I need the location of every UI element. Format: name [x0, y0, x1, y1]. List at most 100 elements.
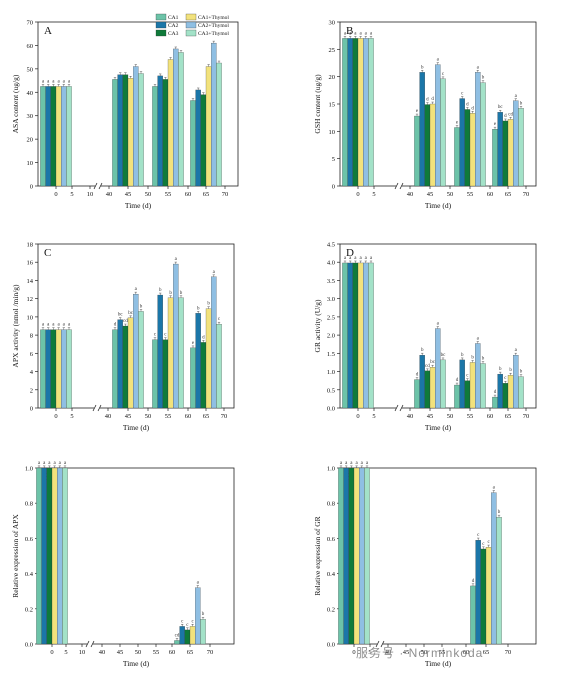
significance-label: e	[192, 341, 195, 346]
bar	[200, 342, 207, 409]
significance-label: b	[140, 304, 143, 309]
bar	[190, 100, 196, 187]
y-tick-label: 0.4	[327, 571, 336, 578]
x-tick-label: 50	[447, 413, 454, 420]
x-tick-label: 40	[99, 649, 106, 656]
panel-d: 0.0 0.5 1.0 1.5 2.0 2.5 3.0 3.5 4.0 4.5 0 5 40 45 50 55…	[313, 242, 537, 432]
y-tick-label: 0.0	[327, 406, 335, 413]
significance-label: d	[416, 373, 419, 378]
bar	[195, 587, 201, 645]
bar	[469, 362, 476, 409]
x-tick-label: 0	[54, 413, 57, 420]
bar	[342, 262, 348, 409]
bar	[112, 329, 118, 409]
significance-label: b	[461, 353, 464, 358]
bar	[162, 339, 169, 409]
significance-label: b	[471, 355, 474, 360]
bar	[480, 82, 486, 187]
bar	[352, 262, 359, 409]
legend-swatch	[155, 29, 167, 37]
x-tick-label: 0	[356, 413, 359, 420]
significance-label: d	[426, 98, 429, 103]
bar	[502, 383, 509, 409]
y-axis-label: APX activity (nmol /min/g)	[11, 284, 20, 368]
x-tick-label: 55	[165, 413, 172, 420]
significance-label: bc	[128, 311, 134, 316]
bar	[475, 343, 481, 409]
significance-label: cd	[175, 633, 180, 638]
significance-label: a	[68, 79, 71, 84]
panel-b: 0 5 10 15 20 25 30 0 5 40 45 50 55 60 65 70 Time (d) GSH …	[313, 20, 537, 210]
significance-label: b	[509, 368, 512, 373]
bar	[205, 308, 212, 409]
bar	[46, 467, 53, 645]
x-tick-label: 45	[427, 191, 434, 198]
bar	[152, 86, 158, 187]
bar	[200, 619, 206, 645]
bar	[61, 86, 67, 187]
legend-swatch	[155, 13, 167, 21]
panel-letter: D	[346, 247, 354, 259]
x-tick-label: 70	[221, 413, 228, 420]
y-tick-label: 3.0	[327, 296, 335, 303]
bar	[492, 396, 498, 409]
x-tick-label: 5	[372, 413, 375, 420]
significance-label: a	[38, 461, 41, 466]
legend-swatch	[155, 21, 167, 29]
legend-label: CA3+Thymol	[198, 31, 229, 37]
significance-label: b	[482, 76, 485, 81]
bar	[216, 324, 222, 409]
bar	[343, 467, 349, 645]
axis-break-mark	[90, 640, 95, 648]
significance-label: a	[361, 461, 364, 466]
bar	[216, 62, 222, 187]
y-tick-label: 3.5	[327, 278, 335, 285]
bar	[178, 52, 184, 187]
x-tick-label: 10	[87, 191, 94, 198]
bar	[152, 339, 158, 409]
bar	[41, 467, 47, 645]
significance-label: b	[482, 357, 485, 362]
bar	[368, 262, 374, 409]
y-tick-label: 10	[329, 129, 336, 136]
x-tick-label: 40	[105, 413, 112, 420]
significance-label: b	[421, 348, 424, 353]
bar	[502, 120, 509, 187]
y-tick-label: 14	[27, 278, 34, 285]
x-tick-label: 5	[368, 649, 371, 656]
x-tick-label: 5	[70, 191, 73, 198]
y-tick-label: 0.0	[327, 642, 335, 649]
bar	[507, 119, 514, 187]
bar	[485, 547, 492, 645]
x-axis-label: Time (d)	[125, 201, 152, 210]
significance-label: c	[504, 376, 507, 381]
bar	[435, 328, 441, 409]
axis-break-gap	[396, 183, 402, 189]
x-tick-label: 45	[125, 191, 132, 198]
bar	[359, 467, 365, 645]
bar	[205, 66, 212, 187]
significance-label: b	[159, 288, 162, 293]
significance-label: b	[499, 367, 502, 372]
y-tick-label: 0.5	[327, 387, 335, 394]
x-tick-label: 50	[145, 191, 152, 198]
bar	[368, 38, 374, 187]
bar	[66, 86, 72, 187]
x-tick-label: 5	[372, 191, 375, 198]
significance-label: a	[68, 323, 71, 328]
bar	[122, 74, 129, 187]
legend-label: CA2+Thymol	[198, 23, 229, 29]
x-tick-label: 40	[407, 413, 414, 420]
significance-label: a	[213, 270, 216, 275]
bar	[157, 75, 163, 187]
significance-label: a	[53, 461, 56, 466]
bar	[342, 38, 348, 187]
bar	[475, 540, 481, 645]
axis-break-mark	[399, 404, 404, 412]
bar	[469, 113, 476, 187]
bar	[414, 379, 420, 409]
y-tick-label: 0.2	[25, 606, 33, 613]
x-tick-label: 5	[64, 649, 67, 656]
significance-label: b	[180, 291, 183, 296]
